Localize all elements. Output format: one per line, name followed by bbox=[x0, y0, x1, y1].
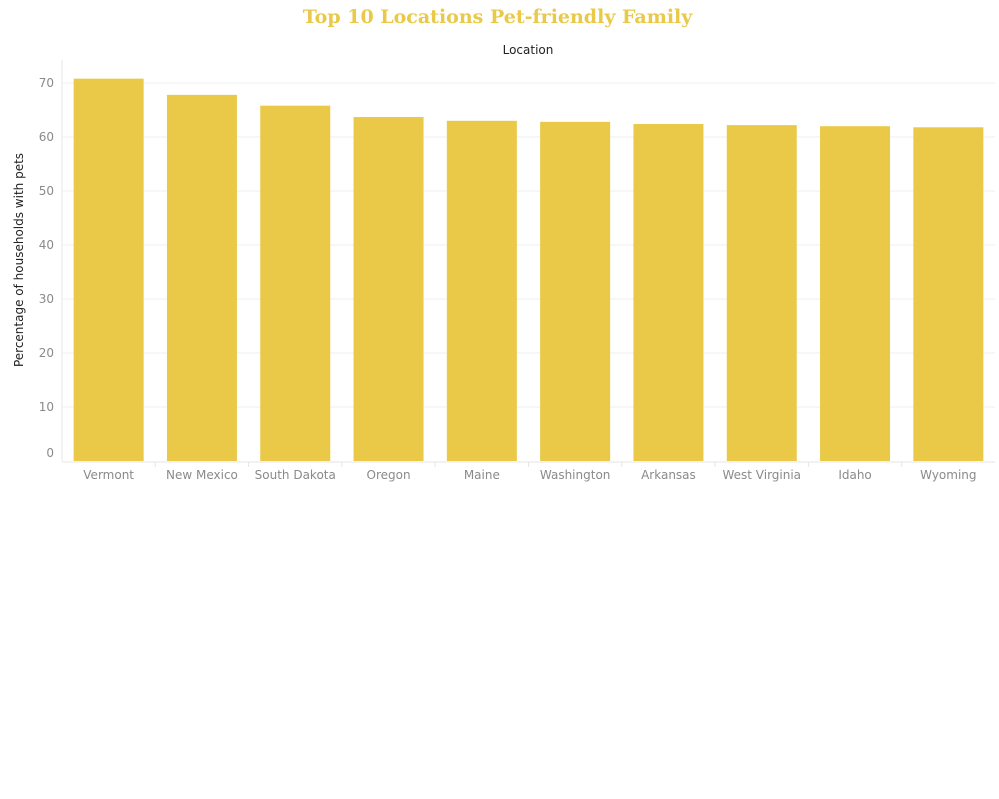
bar bbox=[540, 121, 611, 461]
y-tick-label: 60 bbox=[39, 130, 54, 144]
bar bbox=[260, 105, 331, 462]
bar bbox=[913, 127, 984, 461]
bar bbox=[820, 126, 891, 461]
x-tick-label: Oregon bbox=[367, 468, 411, 482]
x-tick-label: West Virginia bbox=[722, 468, 801, 482]
x-axis-title: Location bbox=[503, 43, 554, 57]
x-tick-label: Maine bbox=[464, 468, 500, 482]
bar bbox=[73, 78, 144, 462]
x-tick-label: Wyoming bbox=[920, 468, 976, 482]
x-tick-label: South Dakota bbox=[255, 468, 336, 482]
bars bbox=[73, 78, 984, 462]
y-tick-label: 30 bbox=[39, 292, 54, 306]
y-tick-label: 50 bbox=[39, 184, 54, 198]
bar bbox=[446, 120, 517, 462]
chart-title: Top 10 Locations Pet-friendly Family bbox=[302, 6, 693, 28]
x-tick-label: Vermont bbox=[83, 468, 134, 482]
y-tick-label: 0 bbox=[46, 446, 54, 460]
x-tick-label: Arkansas bbox=[641, 468, 696, 482]
y-tick-label: 10 bbox=[39, 400, 54, 414]
y-tick-label: 20 bbox=[39, 346, 54, 360]
bar bbox=[726, 125, 797, 462]
y-tick-label: 40 bbox=[39, 238, 54, 252]
bar bbox=[166, 94, 237, 461]
x-tick-label: Washington bbox=[540, 468, 611, 482]
y-axis-title: Percentage of households with pets bbox=[12, 153, 26, 367]
x-tick-labels: Vermont New Mexico South Dakota Oregon Maine… bbox=[83, 468, 976, 482]
y-tick-label: 70 bbox=[39, 76, 54, 90]
x-tick-label: New Mexico bbox=[166, 468, 238, 482]
x-tick-label: Idaho bbox=[838, 468, 871, 482]
bar bbox=[353, 117, 424, 462]
bar bbox=[633, 124, 704, 461]
y-tick-labels: 0 10 20 30 40 50 60 70 bbox=[39, 76, 54, 460]
